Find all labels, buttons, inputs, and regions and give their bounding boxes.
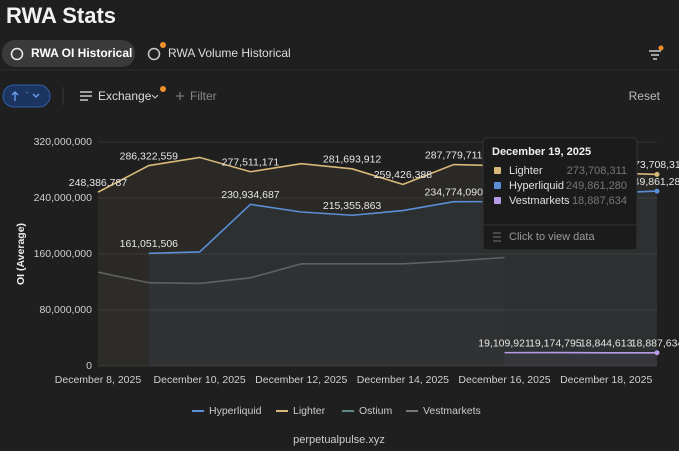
badge [658,45,664,51]
page-title: RWA Stats [6,3,116,28]
y-tick-label: 160,000,000 [34,248,93,260]
tooltip-value: 249,861,280 [566,180,627,192]
data-label: 281,693,912 [323,154,382,166]
data-label: 19,174,795 [529,337,582,349]
series-line [97,256,505,285]
x-tick-label: December 18, 2025 [560,374,652,386]
data-label: 286,322,559 [120,150,179,162]
tooltip-value: 18,887,634 [572,195,627,207]
series-area [504,352,657,366]
data-label: 287,779,711 [425,149,483,161]
footer: perpetualpulse.xyz [293,434,385,446]
data-label: 234,774,090 [425,186,484,198]
filter-label[interactable]: Filter [190,89,217,103]
data-label: 161,051,506 [120,238,179,250]
tooltip-name: Hyperliquid [509,180,564,192]
y-axis-title: OI (Average) [15,223,27,285]
x-tick-label: December 14, 2025 [357,374,449,386]
badge [160,42,166,48]
y-tick-label: 240,000,000 [34,192,93,204]
tooltip-swatch [494,182,501,189]
tab-icon [10,47,24,61]
data-label: 259,426,388 [374,169,433,181]
badge [160,86,166,92]
tooltip-action[interactable]: Click to view data [509,231,595,243]
sort-icon [11,91,40,101]
tooltip-name: Lighter [509,165,543,177]
data-label: 215,355,863 [323,200,382,212]
tooltip-swatch [494,167,501,174]
table-icon [493,232,501,242]
tooltip-swatch [494,197,501,204]
point [654,171,660,177]
data-label: 249,861,280 [628,176,679,188]
menu-icon[interactable] [649,50,661,60]
x-tick-label: December 16, 2025 [458,374,550,386]
tab-icon [147,47,161,61]
legend-label[interactable]: Vestmarkets [423,405,481,417]
reset-button[interactable]: Reset [629,89,661,103]
tooltip-box [482,137,638,251]
tooltip-value: 273,708,311 [567,165,627,177]
x-tick-label: December 10, 2025 [154,374,246,386]
y-tick-label: 0 [86,360,92,372]
tooltip-name: Vestmarkets [509,195,570,207]
tab-label[interactable]: RWA OI Historical [31,46,132,60]
data-label: 18,844,613 [580,338,633,350]
group-label[interactable]: Exchange [98,89,152,103]
y-tick-label: 320,000,000 [34,136,93,148]
point [654,350,660,356]
x-tick-label: December 12, 2025 [255,374,347,386]
point [654,188,660,194]
legend-label[interactable]: Hyperliquid [209,405,262,417]
data-label: 230,934,687 [221,189,280,201]
series-area [98,257,505,366]
plus-icon [176,92,184,100]
data-label: 248,386,787 [69,177,128,189]
legend-label[interactable]: Ostium [359,405,393,417]
data-label: 19,109,921 [478,337,531,349]
y-tick-label: 80,000,000 [39,304,92,316]
data-label: 18,887,634 [631,338,679,350]
tooltip-title: December 19, 2025 [492,146,591,158]
sort-button[interactable] [2,84,51,108]
data-label: 277,511,171 [222,157,280,169]
group-icon [80,91,92,101]
tab-active[interactable] [2,40,135,67]
x-tick-label: December 8, 2025 [55,374,142,386]
chevron [151,94,159,99]
tooltip[interactable]: December 19, 2025 Click to view data Lig… [482,137,638,251]
legend-label[interactable]: Lighter [293,405,326,417]
data-label: 273,708,311 [628,159,679,171]
tab-label[interactable]: RWA Volume Historical [168,46,291,60]
